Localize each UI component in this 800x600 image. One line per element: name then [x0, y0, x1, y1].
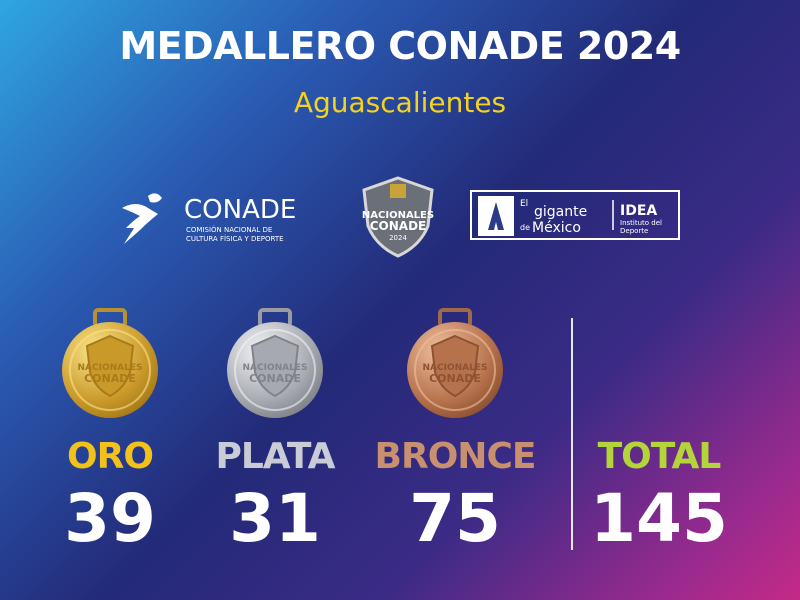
idea-text: IDEA — [620, 203, 657, 219]
medal-count: 75 — [409, 480, 501, 557]
nacionales-text: CONADE — [370, 219, 427, 233]
medal-count: 39 — [64, 480, 156, 557]
divider — [571, 318, 573, 550]
medal-icon: NACIONALES CONADE — [62, 308, 158, 418]
total-count: 145 — [590, 480, 728, 557]
medal-label: PLATA — [215, 436, 335, 477]
gigante-logo: El gigante de México IDEA Instituto del … — [470, 190, 680, 240]
medal-face-text: CONADE — [429, 372, 481, 385]
conade-tagline: CULTURA FÍSICA Y DEPORTE — [186, 234, 284, 243]
idea-sub: Instituto del — [620, 219, 662, 227]
medal-label: ORO — [67, 436, 154, 477]
gigante-text: gigante — [534, 204, 587, 220]
gigante-text: México — [532, 220, 581, 236]
conade-tagline: COMISIÓN NACIONAL DE — [186, 225, 272, 234]
medal-face-text: NACIONALES — [243, 363, 308, 373]
nacionales-text: 2024 — [389, 234, 407, 242]
medal-face-text: NACIONALES — [78, 363, 143, 373]
gigante-text: El — [520, 199, 528, 209]
subtitle: Aguascalientes — [293, 86, 507, 119]
medal-face-text: NACIONALES — [423, 363, 488, 373]
total-label: TOTAL — [597, 436, 722, 477]
idea-sub: Deporte — [620, 227, 648, 235]
medal-count: 31 — [229, 480, 321, 557]
medal-icon: NACIONALES CONADE — [227, 308, 323, 418]
gigante-text: de — [520, 223, 530, 232]
medal-label: BRONCE — [374, 436, 537, 477]
conade-logo: CONADE COMISIÓN NACIONAL DE CULTURA FÍSI… — [122, 193, 296, 244]
medal-face-text: CONADE — [84, 372, 136, 385]
conade-name: CONADE — [184, 195, 296, 225]
nacionales-logo: NACIONALES CONADE 2024 — [362, 176, 434, 258]
title: MEDALLERO CONADE 2024 — [119, 24, 681, 68]
medal-face-text: CONADE — [249, 372, 301, 385]
medal-icon: NACIONALES CONADE — [407, 308, 503, 418]
nacionales-text: NACIONALES — [362, 210, 434, 221]
